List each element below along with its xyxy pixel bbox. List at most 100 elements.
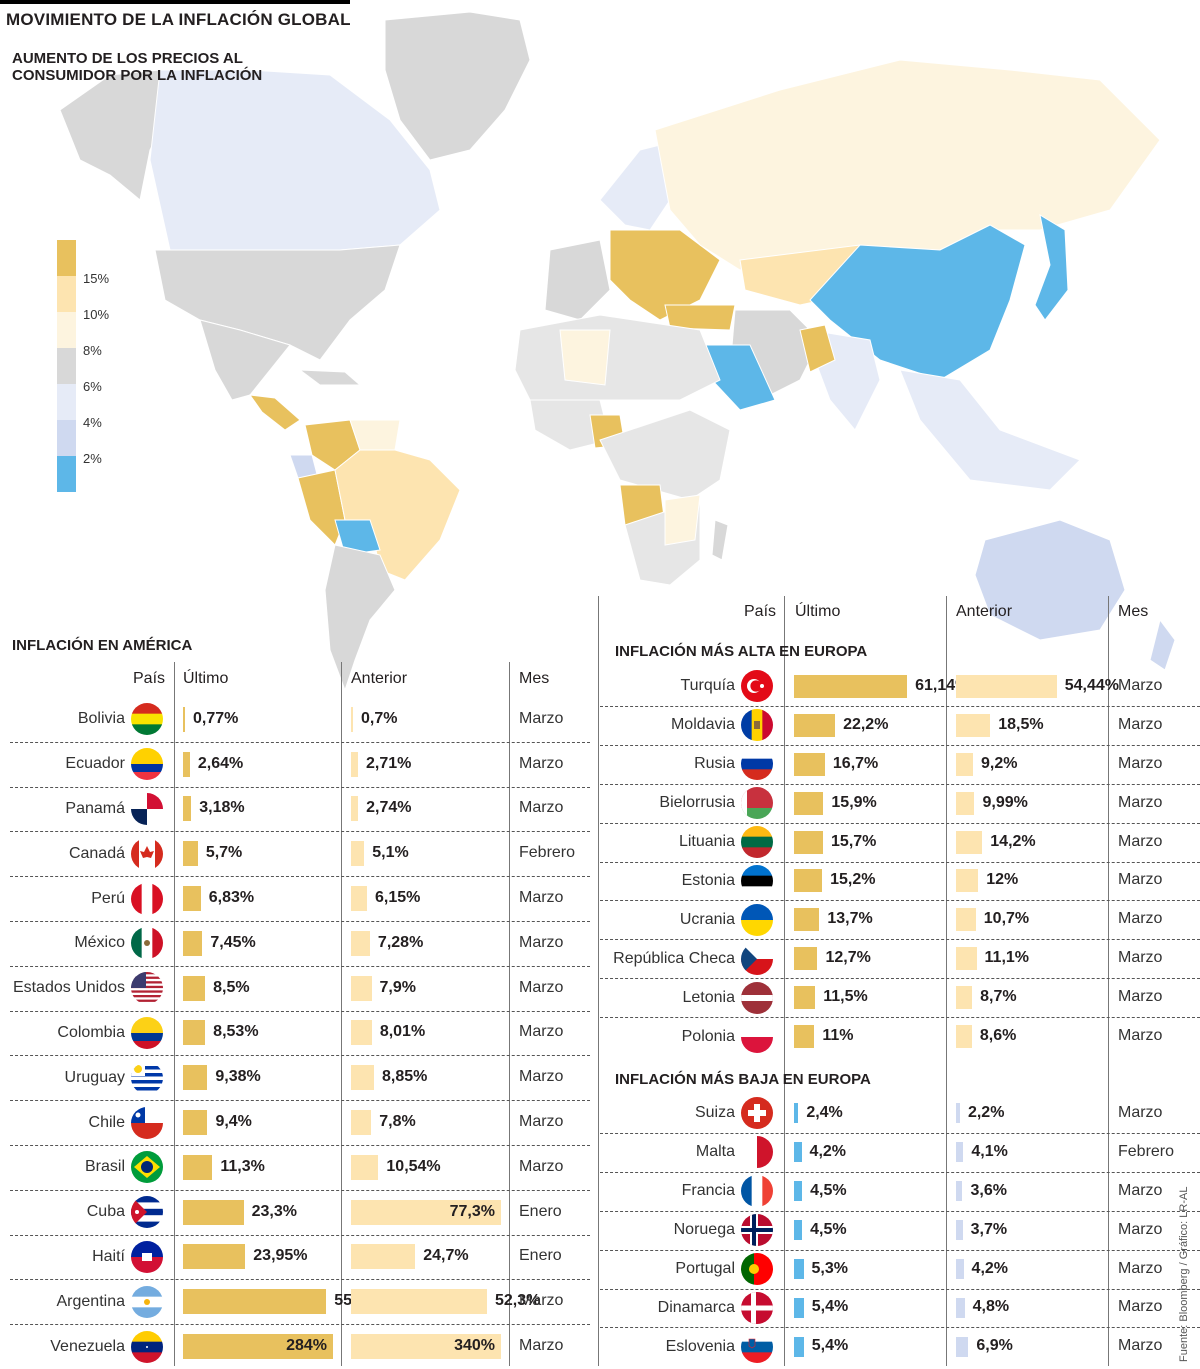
letonia-flag-icon	[741, 981, 773, 1014]
map-russia	[654, 59, 1161, 271]
month-value: Marzo	[1118, 1220, 1163, 1238]
page-title: MOVIMIENTO DE LA INFLACIÓN GLOBAL	[6, 10, 351, 29]
ecuador-flag-icon	[131, 748, 163, 781]
anterior-bar	[351, 975, 372, 1001]
ultimo-bar	[183, 1199, 244, 1225]
ultimo-value: 7,45%	[210, 933, 256, 951]
row-divider	[600, 744, 1200, 746]
ultimo-value: 3,18%	[199, 799, 245, 817]
month-value: Marzo	[1118, 1259, 1163, 1277]
anterior-value: 7,28%	[377, 933, 424, 951]
row-divider	[600, 861, 1200, 863]
anterior-bar	[351, 1289, 487, 1315]
rusia-flag-icon	[741, 748, 773, 781]
anterior-bar	[956, 1259, 964, 1280]
ultimo-bar	[183, 930, 203, 956]
bolivia-flag-icon	[131, 703, 163, 736]
map-se-asia	[899, 369, 1081, 491]
country-name: Canadá	[68, 844, 125, 862]
table-row: Panamá 3,18% 2,74% Marzo	[0, 787, 580, 832]
anterior-value: 10,54%	[386, 1157, 441, 1175]
ultimo-bar	[183, 1244, 246, 1270]
ultimo-value: 4,5%	[810, 1220, 847, 1238]
month-value: Marzo	[519, 978, 564, 996]
map-zambia	[664, 494, 701, 546]
month-value: Marzo	[1118, 949, 1163, 967]
europe-high-section-title: INFLACIÓN MÁS ALTA EN EUROPA	[615, 643, 868, 660]
venezuela-flag-icon	[131, 1330, 163, 1363]
anterior-value: 6,9%	[976, 1337, 1013, 1355]
ultimo-bar	[183, 1020, 206, 1046]
anterior-bar	[956, 1025, 972, 1049]
mexico-flag-icon	[131, 927, 163, 960]
month-value: Febrero	[1118, 1142, 1175, 1160]
country-name: Suiza	[694, 1104, 735, 1122]
legend-swatch-gray	[57, 348, 76, 384]
country-name: República Checa	[613, 949, 735, 967]
europe-header-pais: País	[744, 603, 777, 620]
ultimo-value: 11%	[822, 1027, 854, 1045]
month-value: Marzo	[1118, 988, 1163, 1006]
anterior-value: 54,44%	[1064, 676, 1119, 694]
row-divider	[600, 822, 1200, 824]
ultimo-bar	[183, 975, 206, 1001]
month-value: Enero	[519, 1202, 562, 1220]
row-divider	[10, 1010, 590, 1012]
month-value: Marzo	[1118, 1337, 1163, 1355]
legend-label: 15%	[83, 271, 110, 286]
noruega-flag-icon	[741, 1214, 773, 1247]
ultimo-bar	[183, 1065, 208, 1091]
country-name: Dinamarca	[657, 1298, 735, 1316]
turquia-flag-icon	[741, 670, 773, 703]
anterior-value: 24,7%	[423, 1247, 469, 1265]
anterior-bar	[956, 1181, 963, 1202]
table-row: Portugal 5,3% 4,2% Marzo	[0, 1250, 1162, 1289]
ultimo-value: 4,2%	[809, 1142, 847, 1160]
map-central-america	[248, 394, 301, 431]
title-bar	[0, 0, 350, 4]
francia-flag-icon	[741, 1175, 773, 1208]
row-divider	[600, 1210, 1200, 1212]
ultimo-value: 13,7%	[827, 910, 873, 928]
anterior-value: 8,7%	[980, 988, 1017, 1006]
table-row: Estonia 15,2% 12% Marzo	[0, 862, 1162, 901]
malta-flag-icon	[741, 1136, 773, 1169]
month-value: Marzo	[519, 1157, 564, 1175]
europe-col-line	[784, 596, 785, 1366]
month-value: Marzo	[1118, 1298, 1163, 1316]
legend-swatch-pale-blue	[57, 384, 76, 420]
table-row: Dinamarca 5,4% 4,8% Marzo	[0, 1289, 1162, 1328]
row-divider	[10, 786, 590, 788]
ultimo-value: 11,3%	[220, 1157, 265, 1175]
table-row: Brasil 11,3% 10,54% Marzo	[0, 1145, 580, 1190]
month-value: Marzo	[519, 1113, 564, 1131]
america-section-title: INFLACIÓN EN AMÉRICA	[12, 637, 193, 654]
country-name: Ecuador	[65, 755, 125, 773]
anterior-value: 340%	[454, 1337, 495, 1355]
anterior-value: 9,2%	[981, 754, 1018, 772]
anterior-bar	[956, 674, 1057, 698]
row-divider	[600, 783, 1200, 785]
legend-label: 6%	[83, 379, 102, 394]
ultimo-bar	[183, 886, 201, 912]
ultimo-bar	[794, 1025, 815, 1049]
cuba-flag-icon	[131, 1196, 163, 1229]
anterior-bar	[956, 1103, 960, 1124]
ultimo-value: 5,4%	[811, 1337, 849, 1355]
moldavia-flag-icon	[741, 709, 773, 742]
ultimo-bar	[794, 674, 908, 698]
row-divider	[600, 1327, 1200, 1329]
map-bolivia	[334, 519, 381, 556]
row-divider	[600, 705, 1200, 707]
ultimo-bar	[794, 869, 823, 893]
month-value: Marzo	[1118, 754, 1163, 772]
map-japan	[1034, 213, 1069, 321]
table-row: Estados Unidos 8,5% 7,9% Marzo	[0, 966, 580, 1011]
country-name: Letonia	[682, 988, 736, 1006]
anterior-value: 14,2%	[990, 832, 1036, 850]
row-divider	[10, 921, 590, 922]
ultimo-value: 284%	[286, 1337, 327, 1355]
ultimo-value: 9,4%	[215, 1113, 252, 1131]
anterior-bar	[956, 830, 983, 854]
month-value: Marzo	[1118, 793, 1163, 811]
